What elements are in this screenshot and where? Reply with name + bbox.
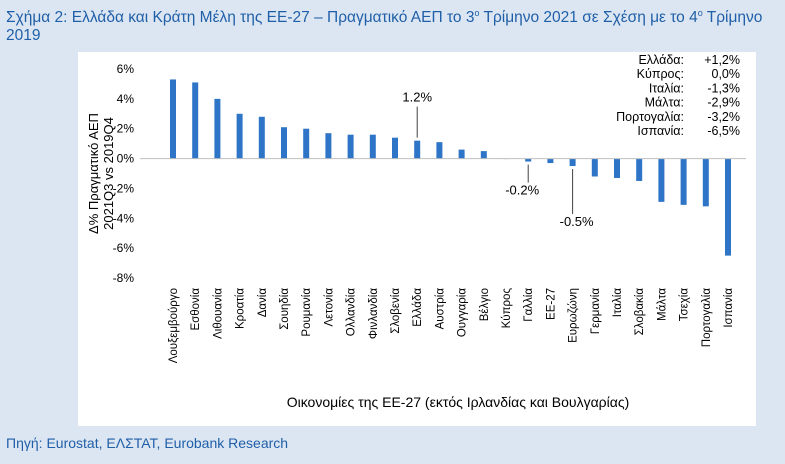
title-part-3: Τρίμηνο 2019 — [6, 9, 763, 45]
annotation-label: 1.2% — [402, 90, 432, 105]
bar — [325, 133, 332, 159]
x-axis-label: Οικονομίες της ΕΕ-27 (εκτός Ιρλανδίας κα… — [287, 394, 630, 410]
bar — [480, 151, 487, 159]
source-note: Πηγή: Eurostat, ΕΛΣΤΑΤ, Eurobank Researc… — [6, 435, 289, 451]
x-tick-label: Κύπρος — [501, 288, 513, 329]
chart-panel: 6% 4% 2% 0% -2% -4% -6% -8% Λουξεμβούργο Εσθονία… — [78, 52, 756, 426]
x-tick-label: Δανία — [257, 288, 269, 318]
y-tick-label: 4% — [117, 92, 135, 106]
bar — [258, 116, 265, 159]
legend-entry-name: Ελλάδα: — [638, 53, 684, 67]
x-tick-label: ΕΕ-27 — [545, 288, 557, 320]
x-tick-label: Ολλανδία — [346, 288, 358, 337]
legend-entry-value: -2,9% — [707, 96, 740, 110]
x-tick-label: Ευρωζώνη — [568, 288, 580, 343]
bar — [636, 158, 643, 181]
bar — [569, 158, 576, 167]
y-tick-label: -2% — [113, 181, 135, 195]
y-axis-label-line-2: 2021Q3 vs 2019Q4 — [101, 117, 116, 230]
x-tick-label: Ουγγαρία — [457, 288, 469, 337]
bar — [192, 82, 199, 159]
x-tick-label: Φινλανδία — [368, 288, 380, 339]
y-tick-label: -8% — [113, 271, 135, 285]
bar — [525, 158, 532, 162]
x-tick-label: Λιθουανία — [212, 288, 224, 339]
bar — [347, 134, 354, 159]
x-tick-label: Βέλγιο — [479, 288, 491, 321]
x-tick-label: Λουξεμβούργο — [168, 288, 180, 363]
x-tick-label: Σλοβενία — [390, 288, 402, 334]
title-sup-1: ο — [474, 8, 480, 18]
legend-entry-name: Πορτογαλία: — [616, 110, 684, 124]
legend-entry-name: Κύπρος: — [637, 67, 684, 81]
y-tick-label: 2% — [117, 122, 135, 136]
bar-chart: 6% 4% 2% 0% -2% -4% -6% -8% Λουξεμβούργο Εσθονία… — [86, 53, 746, 410]
x-tick-label: Σλοβακία — [634, 288, 646, 336]
title-part-2: Τρίμηνο 2021 σε Σχέση με το 4 — [479, 9, 698, 27]
y-tick-label: 0% — [117, 152, 135, 166]
x-tick-label: Σουηδία — [279, 288, 291, 330]
x-tick-label: Τσεχία — [679, 288, 691, 322]
x-tick-label: Αυστρία — [434, 288, 446, 330]
title-part-1: Σχήμα 2: Ελλάδα και Κράτη Μέλη της ΕΕ-27… — [6, 9, 475, 27]
y-tick-label: -6% — [113, 241, 135, 255]
legend-entry-name: Μάλτα: — [645, 96, 684, 110]
bar — [236, 113, 243, 159]
bar — [680, 158, 687, 205]
bar — [214, 98, 221, 159]
title-sup-2: ο — [697, 8, 703, 18]
x-tick-label: Λετονία — [323, 288, 335, 327]
y-axis-label-line-1: Δ% Πραγματικό ΑΕΠ — [86, 113, 101, 234]
annotation-label: -0.5% — [560, 214, 594, 229]
x-tick-label: Πορτογαλία — [701, 288, 713, 348]
bar — [369, 134, 376, 159]
annotation-label: -0.2% — [505, 183, 539, 198]
x-tick-label: Εσθονία — [190, 288, 202, 331]
x-tick-label: Γαλλία — [523, 288, 535, 322]
bar — [281, 127, 287, 159]
x-tick-label: Ιταλία — [612, 288, 624, 318]
bar — [547, 158, 554, 164]
x-tick-label: Κροατία — [235, 288, 247, 329]
legend-entry-value: -3,2% — [707, 110, 740, 124]
x-tick-label: Μάλτα — [656, 288, 668, 321]
x-tick-label: Γερμανία — [590, 288, 602, 335]
y-tick-label: -4% — [113, 211, 135, 225]
x-tick-label: Ισπανία — [723, 288, 735, 328]
bar — [614, 158, 620, 178]
bar — [392, 137, 398, 159]
x-tick-label: Ελλάδα — [412, 288, 424, 327]
legend-entry-value: +1,2% — [704, 53, 740, 67]
legend-entry-value: -6,5% — [707, 124, 740, 138]
bar — [591, 158, 598, 177]
chart-title: Σχήμα 2: Ελλάδα και Κράτη Μέλη της ΕΕ-27… — [6, 4, 776, 45]
legend-entry-value: 0,0% — [712, 67, 741, 81]
legend-entry-value: -1,3% — [707, 81, 740, 95]
bar — [303, 128, 310, 159]
bar — [458, 149, 465, 159]
bar — [414, 140, 421, 159]
bar — [170, 79, 176, 159]
legend-entry-name: Ισπανία: — [637, 124, 684, 138]
y-tick-label: 6% — [117, 62, 135, 76]
bar — [658, 158, 665, 202]
bar — [436, 142, 443, 159]
bar — [702, 158, 709, 207]
bar — [725, 158, 731, 256]
x-tick-label: Ρουμανία — [301, 288, 313, 337]
legend-entry-name: Ιταλία: — [649, 81, 684, 95]
